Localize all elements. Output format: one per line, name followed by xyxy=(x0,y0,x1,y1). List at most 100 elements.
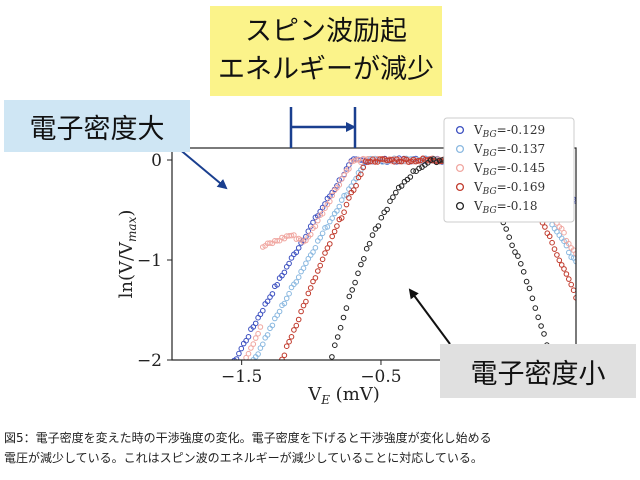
series-0-point xyxy=(236,350,242,357)
series-1-point xyxy=(255,351,261,357)
series-2-point xyxy=(252,335,259,341)
series-2-point xyxy=(558,225,565,232)
series-4-point xyxy=(366,240,373,247)
legend-marker xyxy=(455,144,465,154)
caption-line1: 図5：電子密度を変えた時の干渉強度の変化。電子密度を下げると干渉強度が変化し始め… xyxy=(4,431,492,445)
series-1-point xyxy=(310,249,316,255)
series-0-point xyxy=(269,291,276,297)
series-1-point xyxy=(573,258,576,265)
series-4-point xyxy=(343,305,350,311)
series-4-point xyxy=(410,168,417,174)
series-3-point xyxy=(372,159,379,165)
series-0-point xyxy=(310,219,316,226)
series-3-point xyxy=(277,364,282,369)
series-2-point xyxy=(336,182,343,188)
series-0-point xyxy=(281,269,288,276)
magnon-energy-callout: スピン波励起 エネルギーが減少 xyxy=(210,6,442,96)
series-1-point xyxy=(257,345,264,351)
legend-label: VBG=-0.169 xyxy=(473,180,545,197)
series-3-point xyxy=(331,228,338,235)
series-2-point xyxy=(248,345,254,351)
series-3-point xyxy=(315,268,321,274)
series-4-point xyxy=(520,269,527,275)
series-1-point xyxy=(338,197,345,203)
series-4-point xyxy=(340,314,347,321)
series-3-point xyxy=(396,158,402,165)
series-4-point xyxy=(506,234,513,240)
series-3-point xyxy=(566,276,572,282)
series-1-point xyxy=(312,245,319,251)
series-3-point xyxy=(350,187,357,193)
series-4-point xyxy=(503,226,510,232)
legend-marker xyxy=(455,182,465,192)
x-tick-label: −1.5 xyxy=(221,367,262,387)
series-3-point xyxy=(563,271,570,277)
series-3-point xyxy=(319,256,326,263)
series-3-point xyxy=(413,158,419,165)
series-2-point xyxy=(561,229,567,236)
series-3-point xyxy=(573,295,576,301)
series-1-point xyxy=(317,235,324,241)
series-3-point xyxy=(358,171,364,178)
legend-box xyxy=(443,117,575,223)
series-0-point xyxy=(303,233,309,240)
magnon-callout-line1: スピン波励起 xyxy=(245,16,407,47)
series-0-point xyxy=(252,320,259,327)
series-2-point xyxy=(315,217,321,224)
series-2-point xyxy=(573,250,576,257)
series-3-point xyxy=(295,316,302,323)
series-1-point xyxy=(324,224,331,230)
series-3-point xyxy=(329,233,336,240)
series-3-point xyxy=(298,308,304,315)
series-4-point xyxy=(512,249,518,255)
y-tick-label: −2 xyxy=(137,351,162,371)
magnon-gap-indicator xyxy=(289,107,357,148)
series-2-point xyxy=(353,157,359,163)
series-1-point xyxy=(260,341,266,348)
series-0-point xyxy=(238,345,245,352)
series-0-point xyxy=(233,356,240,360)
y-tick-label: −1 xyxy=(137,251,162,271)
legend-label: VBG=-0.129 xyxy=(473,123,545,140)
caption-line2: 電圧が減少している。これはスピン波のエネルギーが減少していることに対応している。 xyxy=(4,451,483,465)
series-2-point xyxy=(319,210,326,217)
series-4-point xyxy=(532,305,539,311)
series-4-point xyxy=(372,226,379,232)
figure-caption: 図5：電子密度を変えた時の干渉強度の変化。電子密度を下げると干渉強度が変化し始め… xyxy=(4,428,636,468)
series-2-point xyxy=(250,341,257,347)
series-3-point xyxy=(286,338,292,345)
series-2-point xyxy=(291,232,297,238)
series-1-point xyxy=(295,274,302,281)
series-1-point xyxy=(300,265,307,272)
series-4-point xyxy=(535,314,542,321)
series-4-point xyxy=(363,245,370,252)
series-2-point xyxy=(338,176,345,182)
series-2-point xyxy=(267,240,273,246)
legend: VBG=-0.129 VBG=-0.137 VBG=-0.145 VBG=-0.169… xyxy=(443,117,575,223)
series-3-point xyxy=(365,159,371,165)
series-1-point xyxy=(329,215,336,221)
series-4-point xyxy=(352,279,358,286)
low-density-callout: 電子密度小 xyxy=(440,344,636,398)
series-3-point xyxy=(549,239,555,246)
series-3-point xyxy=(341,209,347,215)
series-4-point xyxy=(407,174,414,180)
series-4-point xyxy=(375,223,382,229)
series-3-point xyxy=(317,262,324,269)
series-1-point xyxy=(568,254,575,261)
series-0-point xyxy=(267,294,273,300)
series-3-point xyxy=(570,287,576,293)
high-density-arrow xyxy=(177,147,228,190)
series-0-point xyxy=(274,282,281,288)
series-3-point xyxy=(279,356,285,360)
series-4-point xyxy=(413,168,419,174)
series-4-point xyxy=(395,184,402,191)
series-3-point xyxy=(322,250,328,256)
series-4-point xyxy=(346,293,353,300)
series-3-point xyxy=(334,223,340,229)
series-4-point xyxy=(384,206,390,213)
series-4-point xyxy=(509,242,515,249)
series-4-point xyxy=(436,157,443,164)
series-2-point xyxy=(288,232,295,239)
series-4-point xyxy=(378,214,385,221)
